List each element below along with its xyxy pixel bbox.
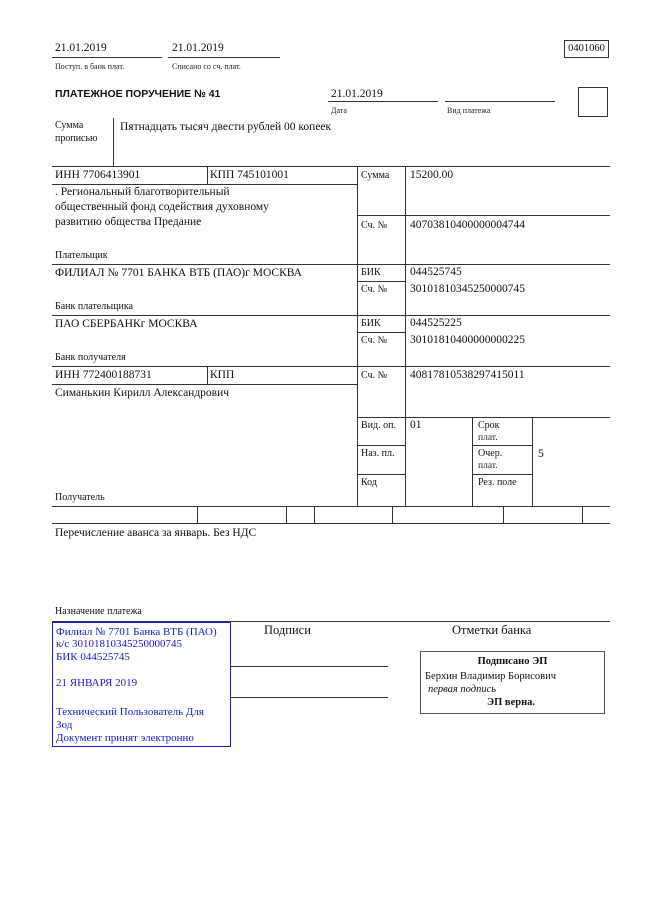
payer-inn: ИНН 7706413901: [55, 169, 141, 181]
stamp-line: Технический Пользователь Для: [56, 706, 204, 718]
payer-bank-account: 30101810345250000745: [410, 283, 525, 295]
payment-type-label: Вид платежа: [447, 106, 491, 115]
payee-label: Получатель: [55, 492, 105, 503]
stamp-line: БИК 044525745: [56, 651, 130, 663]
amount-words-label-1: Сумма: [55, 120, 84, 131]
form-code: 0401060: [564, 40, 609, 58]
order-date: 21.01.2019: [331, 88, 383, 100]
amount-words: Пятнадцать тысяч двести рублей 00 копеек: [120, 121, 332, 133]
reserve-label: Рез. поле: [478, 477, 517, 488]
order-label-2: плат.: [478, 461, 498, 471]
signature-valid: ЭП верна.: [487, 697, 536, 708]
payer-name-3: развитию общества Предание: [55, 216, 202, 228]
bank-stamp: [52, 622, 231, 747]
signer-name: Берхин Владимир Борисович: [425, 671, 556, 682]
stamp-line: Филиал № 7701 Банка ВТБ (ПАО): [56, 626, 217, 638]
debited-label: Списано со сч. плат.: [172, 62, 241, 71]
status-box: [578, 87, 608, 117]
op-type: 01: [410, 419, 422, 431]
term-label-2: плат.: [478, 433, 498, 443]
payee-kpp: КПП: [210, 369, 235, 381]
date-label: Дата: [331, 106, 347, 115]
op-type-label: Вид. оп.: [361, 420, 396, 431]
payee-inn: ИНН 772400188731: [55, 369, 152, 381]
debited-date: 21.01.2019: [172, 42, 224, 54]
purpose-code-label: Наз. пл.: [361, 448, 395, 459]
order-value: 5: [538, 448, 544, 460]
payer-bank-bik: 044525745: [410, 266, 462, 278]
code-label: Код: [361, 477, 377, 488]
payer-name-1: . Региональный благотворительный: [55, 186, 230, 198]
payer-bank-bik-label: БИК: [361, 267, 381, 278]
payer-label: Плательщик: [55, 250, 108, 261]
received-date: 21.01.2019: [55, 42, 107, 54]
payer-bank-label: Банк плательщика: [55, 301, 133, 312]
stamp-line: к/с 30101810345250000745: [56, 638, 183, 650]
payer-account-label: Сч. №: [361, 220, 388, 231]
order-label-1: Очер.: [478, 448, 503, 459]
payee-bank-name: ПАО СБЕРБАНКг МОСКВА: [55, 318, 198, 330]
payee-bank-account: 30101810400000000225: [410, 334, 525, 346]
payee-name: Симанькин Кирилл Александрович: [55, 387, 230, 399]
purpose-label: Назначение платежа: [55, 606, 142, 617]
payee-bank-bik-label: БИК: [361, 318, 381, 329]
stamp-line: 21 ЯНВАРЯ 2019: [56, 677, 138, 689]
term-label-1: Срок: [478, 420, 500, 431]
sum-value: 15200.00: [410, 169, 454, 181]
signed-label: Подписано ЭП: [477, 656, 548, 667]
payer-name-2: общественный фонд содействия духовному: [55, 201, 269, 213]
signatures-label: Подписи: [264, 623, 311, 637]
payer-kpp: КПП 745101001: [210, 169, 289, 181]
payee-account-label: Сч. №: [361, 370, 388, 381]
page-title: ПЛАТЕЖНОЕ ПОРУЧЕНИЕ № 41: [55, 88, 221, 100]
payee-bank-bik: 044525225: [410, 317, 462, 329]
received-label: Поступ. в банк плат.: [55, 62, 125, 71]
payer-account: 40703810400000004744: [410, 219, 525, 231]
payee-bank-account-label: Сч. №: [361, 335, 388, 346]
payee-account: 40817810538297415011: [410, 369, 525, 381]
payer-bank-name: ФИЛИАЛ № 7701 БАНКА ВТБ (ПАО)г МОСКВА: [55, 267, 302, 279]
signature-box: [420, 651, 605, 714]
sum-label: Сумма: [361, 170, 390, 181]
amount-words-label-2: прописью: [55, 133, 98, 144]
payee-bank-label: Банк получателя: [55, 352, 126, 363]
signer-role: первая подпись: [428, 684, 497, 695]
stamp-line: Документ принят электронно: [56, 732, 194, 744]
purpose-text: Перечисление аванса за январь. Без НДС: [55, 527, 257, 539]
bank-marks-label: Отметки банка: [452, 623, 532, 637]
stamp-line: Зод: [56, 719, 73, 731]
payer-bank-account-label: Сч. №: [361, 284, 388, 295]
